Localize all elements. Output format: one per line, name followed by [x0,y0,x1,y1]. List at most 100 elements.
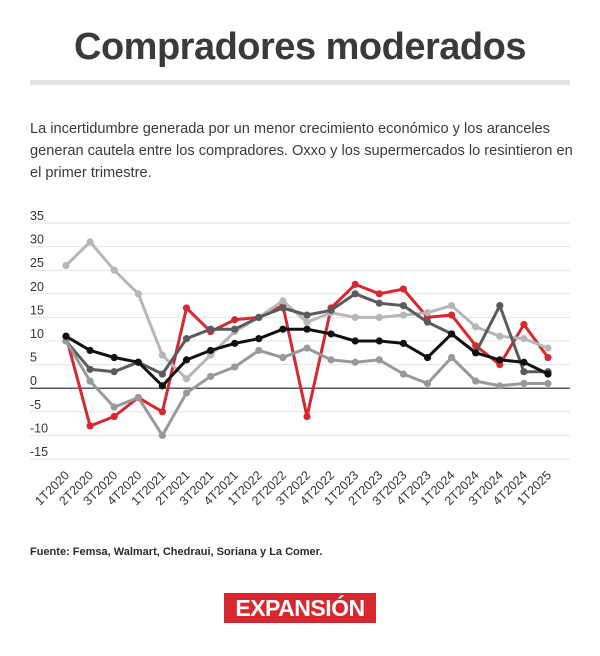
data-point [279,297,287,305]
data-point [255,346,263,355]
data-point [62,332,70,340]
data-point [182,375,191,383]
y-axis-ticks: 35 30 25 20 15 10 5 0 -5 -10 -15 [30,209,48,459]
series-4 [62,337,552,439]
title-divider [30,80,570,85]
data-point [448,330,456,338]
data-point [544,370,552,378]
data-point [303,412,311,421]
data-point [303,311,311,319]
data-point [182,304,191,312]
data-point [399,370,407,378]
y-tick-label: -15 [30,445,48,459]
chart-gridlines [30,222,570,460]
data-point [496,332,504,340]
data-point [255,335,263,343]
y-tick-label: 15 [30,303,44,317]
data-point [303,325,311,333]
data-point [544,344,552,352]
series-line [64,240,550,381]
data-point [279,353,287,362]
data-point [255,313,263,321]
y-tick-label: -10 [30,421,48,435]
data-point [496,356,504,364]
data-point [158,382,166,390]
data-point [399,311,407,319]
y-tick-label: 35 [30,209,44,223]
data-point [472,377,480,385]
data-point [423,353,432,362]
y-tick-label: -5 [30,398,41,412]
data-point [351,358,359,366]
data-point [279,325,287,333]
y-tick-label: 0 [30,374,37,388]
data-point [520,358,528,366]
chart-series [62,238,552,439]
data-point [303,344,311,352]
data-point [182,389,191,397]
data-point [279,304,287,312]
data-point [231,363,239,371]
data-point [448,353,456,362]
chart-subtitle: La incertidumbre generada por un menor c… [30,121,573,181]
data-point [496,382,504,390]
series-5 [62,325,552,390]
page-title: Compradores moderados [74,26,526,68]
data-point [327,330,335,338]
data-point [520,379,528,388]
data-point [86,422,94,430]
data-point [375,299,383,307]
data-point [351,290,359,298]
data-point [182,356,191,364]
source-note: Fuente: Femsa, Walmart, Chedraui, Sorian… [30,546,323,558]
data-point [110,412,118,421]
series-line [64,327,550,388]
data-point [423,309,432,317]
data-point [110,403,118,411]
data-point [351,280,359,288]
data-point [158,370,166,378]
data-point [158,351,166,359]
data-point [231,339,239,347]
data-point [375,313,383,321]
data-point [207,325,215,333]
data-point [207,346,215,355]
data-point [544,353,552,362]
data-point [375,337,383,345]
data-point [520,335,528,343]
data-point [375,290,383,298]
data-point [158,408,166,416]
data-point [496,302,504,310]
data-point [448,311,456,319]
data-point [448,302,456,310]
data-point [351,337,359,345]
data-point [231,316,239,324]
data-point [472,349,480,357]
data-point [110,353,118,362]
data-point [134,394,142,402]
data-point [231,325,239,333]
data-point [423,379,432,388]
data-point [86,346,94,355]
data-point [327,356,335,364]
data-point [399,302,407,310]
data-point [182,335,191,343]
data-point [544,379,552,388]
data-point [472,323,480,331]
y-tick-label: 30 [30,233,44,247]
data-point [399,285,407,293]
data-point [375,356,383,364]
data-point [423,318,432,326]
data-point [62,261,70,270]
y-tick-label: 10 [30,327,44,341]
y-tick-label: 5 [30,351,37,365]
data-point [86,377,94,385]
y-tick-label: 20 [30,280,44,294]
data-point [158,431,166,439]
y-tick-label: 25 [30,256,44,270]
data-point [351,313,359,321]
x-axis-ticks: 1T20202T20203T20204T20201T20212T20213T20… [32,468,554,508]
data-point [86,365,94,373]
data-point [134,290,142,298]
data-point [110,266,118,274]
